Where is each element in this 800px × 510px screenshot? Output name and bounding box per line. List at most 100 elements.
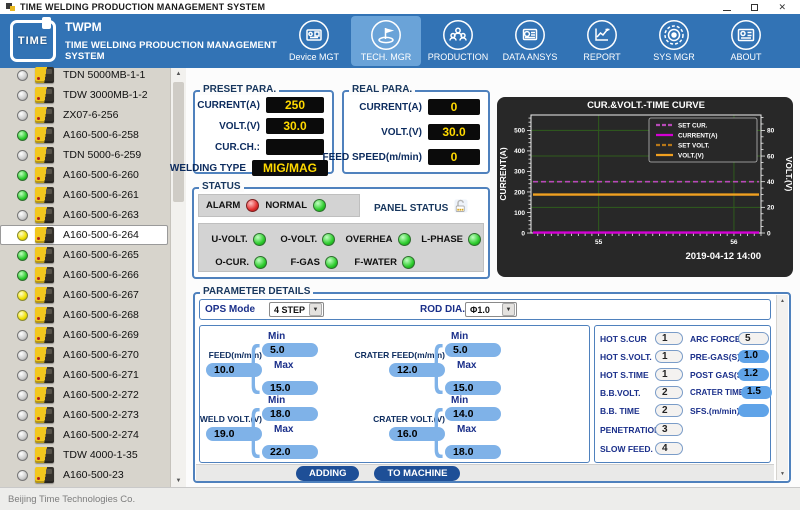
- sys-mgr-icon: [658, 19, 690, 51]
- nav-data-ansys[interactable]: DATA ANSYS: [495, 16, 565, 66]
- ops-mode-label: OPS Mode: [205, 304, 255, 315]
- weld-volt-min-value[interactable]: 18.0: [262, 407, 318, 421]
- param-value[interactable]: 2: [655, 386, 683, 399]
- chart-panel: CUR.&VOLT.-TIME CURVE0100200300400500020…: [497, 97, 793, 277]
- feed-max-value[interactable]: 15.0: [262, 381, 318, 395]
- nav-production[interactable]: PRODUCTION: [423, 16, 493, 66]
- main-content: PRESET PARA. CURRENT(A)250 VOLT.(V)30.0 …: [186, 68, 800, 487]
- rod-dia-select[interactable]: Φ1.0▼: [465, 302, 517, 317]
- about-icon: [730, 19, 762, 51]
- window-titlebar: TIME WELDING PRODUCTION MANAGEMENT SYSTE…: [0, 0, 800, 14]
- real-volt-label: VOLT.(V): [381, 127, 422, 138]
- min-label: Min: [451, 395, 468, 406]
- device-mgt-icon: [298, 19, 330, 51]
- details-scrollbar[interactable]: ▲ ▼: [776, 295, 788, 480]
- param-value[interactable]: 3: [655, 423, 683, 436]
- device-list-item[interactable]: TDW 4000-1-35: [0, 445, 168, 465]
- param-value[interactable]: 1.5: [741, 386, 772, 399]
- device-list-item[interactable]: A160-500-6-266: [0, 265, 168, 285]
- device-sidebar: TDN 5000MB-1-1 TDW 3000MB-1-2 ZX07-6-256…: [0, 68, 186, 487]
- maximize-button[interactable]: [751, 4, 758, 11]
- nav-tech-mgr[interactable]: TECH. MGR: [351, 16, 421, 66]
- param-value[interactable]: 4: [655, 442, 683, 455]
- minimize-button[interactable]: [723, 4, 731, 11]
- device-label: A160-500-6-271: [63, 369, 139, 381]
- scroll-down-icon[interactable]: ▼: [777, 471, 788, 477]
- param-value[interactable]: 1: [655, 350, 683, 363]
- device-list-item[interactable]: A160-500-6-271: [0, 365, 168, 385]
- param-value[interactable]: 5: [738, 332, 769, 345]
- device-status-led: [17, 150, 28, 161]
- scroll-up-icon[interactable]: ▲: [171, 71, 186, 77]
- svg-text:300: 300: [514, 169, 525, 176]
- param-label: POST GAS(S): [690, 368, 745, 382]
- param-value[interactable]: 1: [655, 368, 683, 381]
- nav-device-mgt[interactable]: Device MGT: [279, 16, 349, 66]
- device-list-item[interactable]: TDN 5000-6-259: [0, 145, 168, 165]
- device-list-item[interactable]: A160-500-6-263: [0, 205, 168, 225]
- crater-volt-min-value[interactable]: 14.0: [445, 407, 501, 421]
- sidebar-scrollbar[interactable]: ▲ ▼: [170, 68, 186, 487]
- param-value[interactable]: 1.0: [738, 350, 769, 363]
- scrollbar-thumb[interactable]: [173, 82, 184, 202]
- crater-feed-min-value[interactable]: 5.0: [445, 343, 501, 357]
- crater-feed-max-value[interactable]: 15.0: [445, 381, 501, 395]
- device-list-item[interactable]: A160-500-6-260: [0, 165, 168, 185]
- close-button[interactable]: ✕: [778, 2, 786, 12]
- chevron-down-icon[interactable]: ▼: [502, 303, 515, 316]
- device-list-item[interactable]: TDN 5000MB-1-1: [0, 65, 168, 85]
- param-value[interactable]: 1.2: [738, 368, 769, 381]
- welding-machine-icon: [35, 167, 54, 183]
- adding-button[interactable]: ADDING: [296, 466, 359, 481]
- device-list-item[interactable]: A160-500-23: [0, 465, 168, 485]
- indicator-led: [468, 233, 481, 246]
- nav-sys-mgr[interactable]: SYS MGR: [639, 16, 709, 66]
- preset-curch-value: [266, 139, 324, 155]
- alarm-box: ALARM NORMAL: [198, 194, 360, 217]
- to-machine-button[interactable]: TO MACHINE: [374, 466, 460, 481]
- nav-report[interactable]: REPORT: [567, 16, 637, 66]
- device-list-item[interactable]: ZX07-6-256: [0, 105, 168, 125]
- brace-connector: [247, 337, 264, 395]
- device-status-led: [17, 270, 28, 281]
- param-value[interactable]: 1: [655, 332, 683, 345]
- device-status-led: [17, 330, 28, 341]
- device-list-item[interactable]: A160-500-6-267: [0, 285, 168, 305]
- device-list-item[interactable]: A160-500-6-258: [0, 125, 168, 145]
- device-list-item[interactable]: A160-500-2-273: [0, 405, 168, 425]
- ops-mode-select[interactable]: 4 STEP▼: [269, 302, 324, 317]
- nav-label: REPORT: [567, 52, 637, 62]
- svg-text:CURRENT(A): CURRENT(A): [678, 132, 718, 139]
- feed-min-value[interactable]: 5.0: [262, 343, 318, 357]
- welding-machine-icon: [35, 387, 54, 403]
- scroll-up-icon[interactable]: ▲: [777, 298, 788, 304]
- svg-text:400: 400: [514, 148, 525, 155]
- device-list-item[interactable]: A160-500-6-268: [0, 305, 168, 325]
- device-status-led: [17, 470, 28, 481]
- crater-volt-param-group: CRATER VOLT.(V) Min 14.0 16.0 Max 18.0: [389, 398, 579, 462]
- device-list-item[interactable]: TDW 3000MB-1-2: [0, 85, 168, 105]
- nav-about[interactable]: ABOUT: [711, 16, 781, 66]
- logo-text: TIME: [18, 35, 48, 47]
- device-list-item[interactable]: A160-500-2-272: [0, 385, 168, 405]
- chevron-down-icon[interactable]: ▼: [309, 303, 322, 316]
- scroll-down-icon[interactable]: ▼: [171, 478, 186, 484]
- svg-text:VOLT.(V): VOLT.(V): [784, 157, 793, 192]
- device-list-item[interactable]: A160-500-6-270: [0, 345, 168, 365]
- device-list-item[interactable]: A160-500-6-265: [0, 245, 168, 265]
- device-list-item[interactable]: A160-500-6-269: [0, 325, 168, 345]
- device-list-item[interactable]: A160-500-6-261: [0, 185, 168, 205]
- param-label: HOT S.CUR: [600, 332, 647, 346]
- device-label: A160-500-6-265: [63, 249, 139, 261]
- app-abbreviation: TWPM: [65, 20, 277, 34]
- crater-volt-max-value[interactable]: 18.0: [445, 445, 501, 459]
- device-list-item[interactable]: A160-500-2-274: [0, 425, 168, 445]
- device-list-item[interactable]: A160-500-6-264: [0, 225, 168, 245]
- svg-text:VOLT.(V): VOLT.(V): [678, 152, 704, 159]
- device-status-led: [17, 430, 28, 441]
- param-value[interactable]: [738, 404, 769, 417]
- device-status-led: [17, 90, 28, 101]
- device-status-led: [17, 170, 28, 181]
- param-value[interactable]: 2: [655, 404, 683, 417]
- weld-volt-max-value[interactable]: 22.0: [262, 445, 318, 459]
